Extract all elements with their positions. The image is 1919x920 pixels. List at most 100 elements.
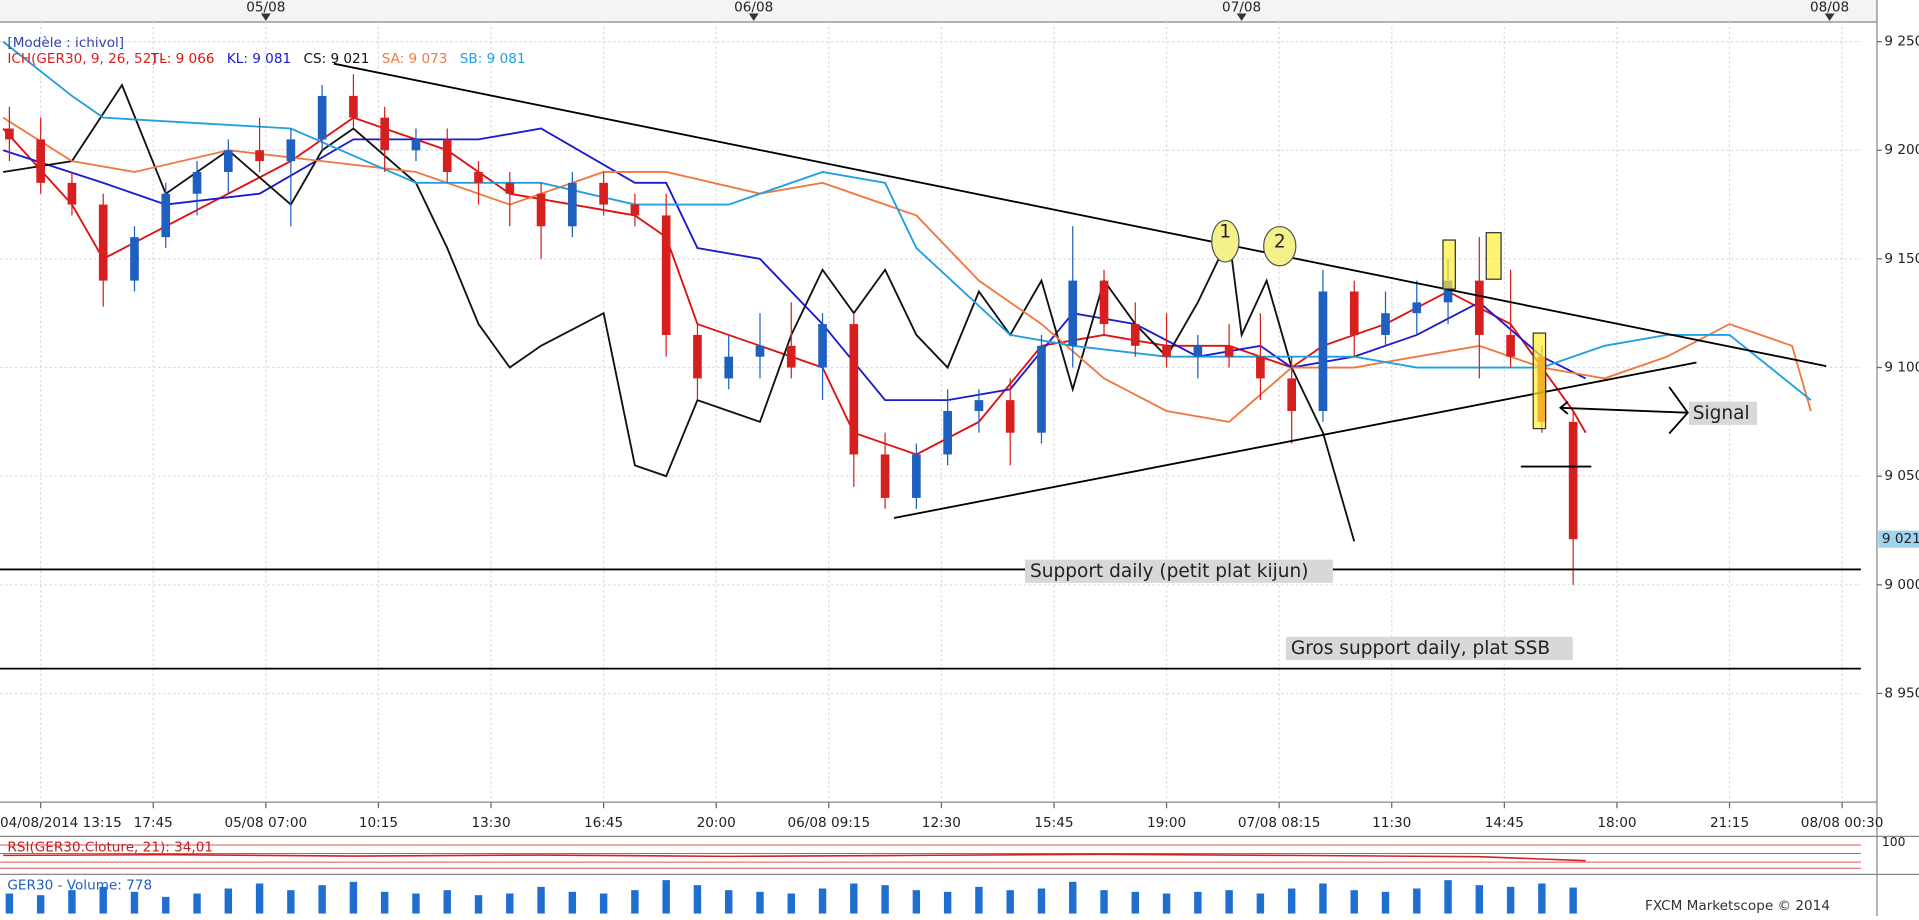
x-tick-label: 08/08 00:30 — [1801, 815, 1884, 831]
candle-body — [1162, 345, 1171, 357]
volume-bar — [1538, 883, 1546, 914]
candle-body — [786, 345, 796, 368]
candle-body — [1068, 280, 1078, 346]
candle-body — [223, 150, 233, 172]
volume-bar — [787, 893, 795, 914]
candle-body — [442, 139, 452, 172]
volume-bar — [1100, 890, 1108, 914]
annotation-bg — [1285, 636, 1573, 661]
candle-body — [380, 117, 390, 151]
candle-body — [943, 410, 952, 455]
volume-bar — [1256, 893, 1265, 914]
volume-bar — [1506, 886, 1515, 914]
candle-body — [411, 139, 421, 151]
candle-body — [974, 400, 984, 411]
top-axis-bg — [0, 0, 1877, 23]
candle-body — [1130, 324, 1140, 346]
candle-body — [1287, 378, 1297, 411]
grid — [0, 13, 1882, 809]
marker-circle — [1263, 225, 1297, 267]
date-marker-label: 07/08 — [1222, 0, 1261, 15]
candle-body — [1443, 280, 1453, 303]
candle-body — [568, 182, 577, 227]
ichimoku-line — [2, 116, 1812, 423]
volume-bar — [1413, 888, 1421, 914]
volume-bar — [756, 891, 764, 914]
rsi-title: RSI(GER30.Cloture, 21): 34,01 — [7, 839, 213, 855]
y-tick-label: 9 000 — [1884, 577, 1919, 593]
model-label: [Modèle : ichivol] — [7, 35, 124, 51]
date-marker — [1236, 13, 1247, 21]
legend-entry: CS: 9 021 — [303, 51, 369, 67]
y-tick-label: 9 250 — [1884, 34, 1919, 50]
volume-bar — [1006, 890, 1014, 914]
rsi-tick-label: 100 — [1882, 835, 1906, 849]
annotation: Gros support daily, plat SSB — [1291, 638, 1550, 659]
candle-body — [98, 204, 108, 281]
rsi-levels — [0, 844, 1861, 869]
candle-body — [880, 454, 890, 498]
candle-body — [1349, 291, 1359, 335]
y-tick-label: 9 150 — [1884, 251, 1919, 267]
candle-body — [349, 95, 358, 118]
marker-label: 1 — [1219, 222, 1231, 243]
volume-bar — [1569, 887, 1577, 914]
legend-entry: SB: 9 081 — [460, 51, 526, 67]
volume-bar — [193, 893, 201, 914]
candle-body — [818, 324, 827, 368]
candle-body — [474, 171, 483, 183]
legend-entry: TL: 9 066 — [150, 51, 215, 67]
x-tick-label: 04/08/2014 13:15 — [0, 815, 122, 831]
candle-body — [755, 345, 765, 357]
candle-body — [255, 150, 264, 162]
volume-bar — [68, 890, 76, 914]
x-tick-label: 21:15 — [1710, 815, 1749, 831]
volume-bar — [5, 893, 14, 914]
candle-body — [849, 324, 859, 455]
annotation-bg — [1689, 401, 1758, 425]
last-price-tag — [1878, 530, 1919, 548]
volume-bar — [1475, 885, 1484, 914]
volume-bar — [1225, 890, 1233, 914]
volume-bar — [1037, 888, 1046, 914]
volume-title: GER30 - Volume: 778 — [7, 877, 152, 893]
volume-bar — [380, 891, 389, 914]
volume-bar — [1131, 891, 1140, 914]
candle-body — [1412, 302, 1422, 314]
annotation-bg — [1025, 559, 1333, 583]
marker-label: 2 — [1274, 232, 1286, 253]
candle-body — [5, 128, 14, 140]
date-marker — [260, 13, 271, 21]
volume-bar — [1350, 890, 1358, 914]
x-tick-label: 10:15 — [359, 815, 398, 831]
rsi-line — [3, 853, 1586, 862]
candle-body — [1568, 421, 1578, 540]
volume-bar — [1162, 893, 1171, 914]
date-marker-label: 06/08 — [734, 0, 773, 15]
volume-bar — [818, 888, 827, 914]
volume-bar — [412, 893, 420, 914]
candle-body — [724, 356, 734, 379]
candle-body — [1506, 334, 1515, 357]
candle-body — [1037, 345, 1046, 433]
x-tick-label: 15:45 — [1034, 815, 1073, 831]
y-tick-label: 9 200 — [1884, 142, 1919, 158]
indicator-label: ICH(GER30, 9, 26, 52) - — [7, 51, 166, 67]
date-marker-label: 08/08 — [1810, 0, 1849, 15]
annotation: Signal — [1693, 403, 1750, 424]
volume-bar — [975, 886, 983, 914]
trendlines — [0, 62, 1861, 670]
volume-bar — [36, 895, 45, 914]
x-tick-label: 06/08 09:15 — [787, 815, 870, 831]
candle-body — [67, 182, 77, 205]
volume-bar — [537, 886, 545, 914]
legend-entry: KL: 9 081 — [227, 51, 291, 67]
volume-bar — [162, 896, 170, 914]
candle-body — [1005, 400, 1015, 433]
volume-bar — [1194, 891, 1202, 914]
candle-body — [1474, 280, 1484, 335]
volume-bar — [1069, 881, 1077, 914]
candle-body — [1318, 291, 1328, 411]
y-tick-label: 8 950 — [1884, 686, 1919, 702]
candle-body — [130, 237, 139, 281]
